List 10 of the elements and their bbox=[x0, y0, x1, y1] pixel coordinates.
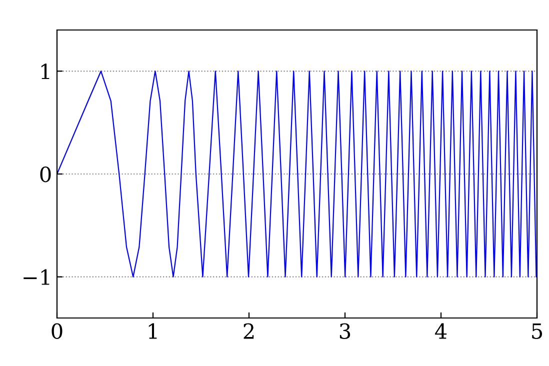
x-tick-label: 5 bbox=[532, 324, 542, 339]
x-tick-label: 0 bbox=[52, 323, 62, 339]
x-tick-label: 2 bbox=[244, 323, 254, 339]
y-tick-label: −1 bbox=[24, 269, 50, 285]
line-series bbox=[57, 70, 537, 278]
y-tick-label: 0 bbox=[40, 166, 51, 182]
y-tick-label: 1 bbox=[41, 64, 50, 80]
x-tick-label: 1 bbox=[148, 323, 157, 339]
x-tick-label: 4 bbox=[435, 323, 447, 339]
x-tick-label: 3 bbox=[340, 323, 350, 339]
